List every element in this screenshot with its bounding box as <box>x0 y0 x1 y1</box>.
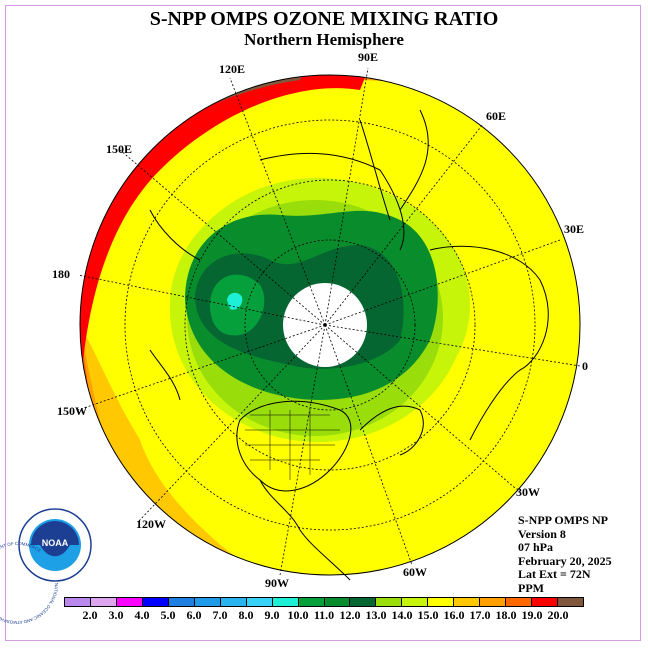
colorbar-swatch <box>402 598 429 606</box>
colorbar-label: 20.0 <box>547 608 569 622</box>
colorbar-swatch <box>116 598 143 606</box>
lat-extent-label: Lat Ext = 72N <box>518 567 591 581</box>
lon-label-60w: 60W <box>403 565 427 579</box>
date-label: February 20, 2025 <box>518 553 612 568</box>
colorbar-label: 12.0 <box>339 608 361 622</box>
colorbar-label: 5.0 <box>160 608 176 622</box>
lon-label-120e: 120E <box>219 62 246 76</box>
colorbar-label: 16.0 <box>443 608 465 622</box>
colorbar-label: 17.0 <box>469 608 491 622</box>
lon-label-30e: 30E <box>564 222 585 236</box>
colorbar-label: 19.0 <box>521 608 543 622</box>
pressure-label: 07 hPa <box>518 540 554 554</box>
map-title: S-NPP OMPS OZONE MIXING RATIO <box>149 8 499 30</box>
logo-bird <box>31 521 79 557</box>
colorbar-swatch <box>194 598 221 606</box>
lon-label-90w: 90W <box>265 576 289 590</box>
colorbar-swatch <box>298 598 325 606</box>
colorbar-swatch <box>532 598 559 606</box>
colorbar-label: 8.0 <box>238 608 254 622</box>
colorbar-label: 10.0 <box>287 608 309 622</box>
colorbar-swatch <box>506 598 533 606</box>
colorbar-swatch <box>65 598 91 606</box>
us-state-borders <box>245 410 340 480</box>
colorbar-label: 3.0 <box>108 608 124 622</box>
colorbar-label: 6.0 <box>186 608 202 622</box>
colorbar-swatch <box>90 598 117 606</box>
colorbar-swatch <box>168 598 195 606</box>
colorbar-label: 2.0 <box>82 608 98 622</box>
units-label: PPM <box>518 580 544 595</box>
colorbar-label: 13.0 <box>365 608 387 622</box>
colorbar-label: 18.0 <box>495 608 517 622</box>
product-info: S-NPP OMPS NP Version 8 07 hPa February … <box>518 513 612 595</box>
colorbar-swatch <box>324 598 351 606</box>
coastlines <box>149 109 549 581</box>
lon-label-90e: 90E <box>358 50 379 64</box>
version-label: Version 8 <box>518 526 566 541</box>
map-subtitle: Northern Hemisphere <box>244 30 404 49</box>
colorbar-swatch <box>350 598 377 606</box>
lon-label-180: 180 <box>52 267 70 281</box>
map-boundary <box>79 74 581 576</box>
lon-label-120w: 120W <box>136 517 166 531</box>
lon-label-150e: 150E <box>106 142 133 156</box>
colorbar-swatch <box>246 598 273 606</box>
colorbar-swatch <box>428 598 455 606</box>
colorbar-label: 7.0 <box>212 608 228 622</box>
colorbar-swatch <box>558 598 584 606</box>
lon-label-60e: 60E <box>486 109 507 123</box>
colorbar-swatch <box>142 598 169 606</box>
colorbar-label: 15.0 <box>417 608 439 622</box>
instrument-label: S-NPP OMPS NP <box>518 513 608 527</box>
colorbar-label: 4.0 <box>134 608 150 622</box>
colorbar-swatch <box>376 598 403 606</box>
figure-frame <box>5 5 641 641</box>
colorbar-swatch <box>480 598 507 606</box>
lon-label-30w: 30W <box>516 485 540 499</box>
graticule <box>77 67 581 576</box>
colorbar-label: 9.0 <box>264 608 280 622</box>
colorbar <box>64 597 584 607</box>
zone-9-10 <box>227 292 243 310</box>
logo-text: NOAA <box>42 538 69 548</box>
colorbar-swatch <box>454 598 481 606</box>
colorbar-label: 14.0 <box>391 608 413 622</box>
lon-label-150w: 150W <box>57 404 87 418</box>
colorbar-swatch <box>220 598 247 606</box>
lon-label-0: 0 <box>582 359 588 373</box>
colorbar-swatch <box>272 598 299 606</box>
colorbar-label: 11.0 <box>313 608 335 622</box>
